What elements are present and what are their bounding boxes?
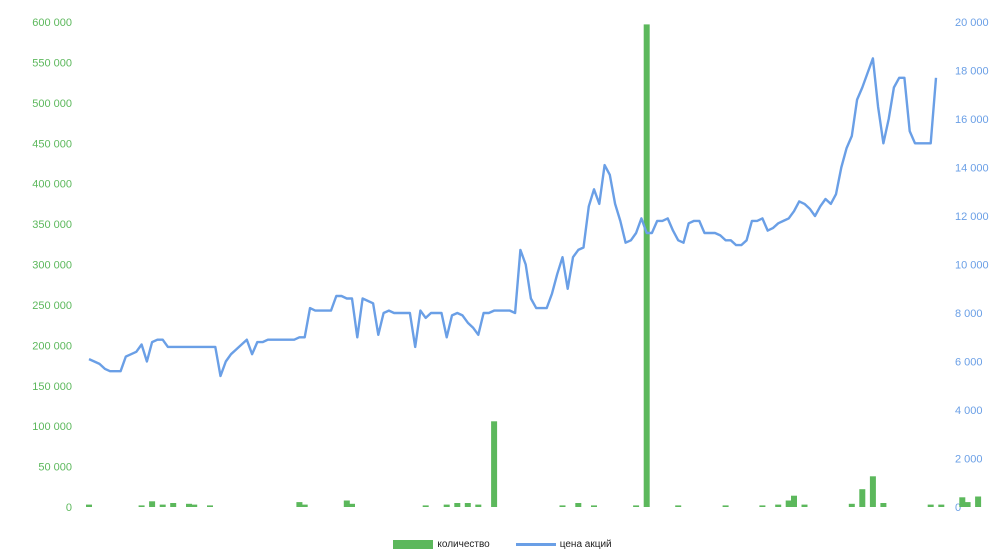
- quantity-bar: [722, 505, 729, 507]
- quantity-bar: [848, 503, 855, 507]
- right-tick-label: 6 000: [955, 357, 983, 369]
- chart-canvas: 0 50 000 100 000 150 000 200 000 250 000 300 0…: [32, 17, 989, 514]
- left-tick-label: 300 000: [32, 260, 72, 272]
- quantity-bar: [559, 505, 566, 507]
- quantity-bar: [791, 495, 797, 507]
- left-tick-label: 50 000: [38, 462, 72, 474]
- quantity-bar: [975, 496, 982, 507]
- quantity-bar: [633, 505, 640, 507]
- quantity-bar: [170, 503, 177, 507]
- quantity-bar: [959, 497, 966, 507]
- right-tick-label: 0: [955, 502, 961, 514]
- quantity-bar: [343, 500, 350, 507]
- legend-label-quantity: количество: [437, 538, 490, 550]
- right-tick-label: 18 000: [955, 66, 989, 78]
- quantity-bar: [149, 501, 156, 507]
- right-tick-label: 12 000: [955, 211, 989, 223]
- legend-swatch-quantity: [393, 539, 434, 549]
- quantity-bar: [801, 504, 808, 507]
- left-axis-ticks: 0 50 000 100 000 150 000 200 000 250 000 300 0…: [32, 17, 72, 514]
- left-tick-label: 100 000: [32, 421, 72, 433]
- quantity-bar: [349, 503, 355, 507]
- quantity-bar: [859, 489, 866, 507]
- left-tick-label: 400 000: [32, 179, 72, 191]
- right-tick-label: 4 000: [955, 405, 983, 417]
- quantity-bar: [938, 504, 945, 507]
- quantity-bar: [759, 505, 766, 507]
- quantity-bar: [191, 504, 198, 507]
- left-tick-label: 350 000: [32, 219, 72, 231]
- quantity-bar: [86, 504, 92, 507]
- left-tick-label: 600 000: [32, 17, 72, 29]
- left-tick-label: 250 000: [32, 300, 72, 312]
- quantity-bar: [643, 24, 650, 508]
- right-tick-label: 8 000: [955, 308, 983, 320]
- right-tick-label: 20 000: [955, 17, 989, 29]
- quantity-bar: [464, 503, 471, 507]
- quantity-bar: [880, 503, 887, 507]
- left-tick-label: 550 000: [32, 57, 72, 69]
- left-tick-label: 500 000: [32, 98, 72, 110]
- quantity-bars: [86, 24, 982, 508]
- quantity-bar: [186, 503, 192, 507]
- quantity-bar: [675, 505, 682, 507]
- right-tick-label: 2 000: [955, 454, 983, 466]
- quantity-bar: [159, 504, 166, 507]
- quantity-bar: [575, 503, 582, 507]
- right-tick-label: 14 000: [955, 163, 989, 175]
- legend-item-price: цена акций: [515, 538, 612, 550]
- quantity-bar: [785, 500, 792, 507]
- legend-swatch-price: [515, 542, 556, 546]
- quantity-bar: [443, 504, 450, 507]
- legend-item-quantity: количество: [393, 538, 490, 550]
- left-tick-label: 150 000: [32, 381, 72, 393]
- quantity-bar: [422, 505, 429, 507]
- left-tick-label: 450 000: [32, 138, 72, 150]
- right-tick-label: 10 000: [955, 260, 989, 272]
- quantity-bar: [454, 503, 461, 507]
- quantity-bar: [301, 504, 308, 507]
- chart-legend: количество цена акций: [0, 535, 1005, 553]
- quantity-bar: [207, 505, 213, 507]
- price-line: [88, 57, 938, 378]
- quantity-bar: [591, 505, 597, 507]
- quantity-bar: [296, 502, 303, 507]
- right-axis-ticks: 0 2 000 4 000 6 000 8 000 10 000 12 000 14 000 1…: [955, 17, 989, 514]
- left-tick-label: 0: [66, 502, 72, 514]
- quantity-bar: [475, 504, 482, 507]
- quantity-bar: [964, 502, 971, 507]
- quantity-bar: [869, 476, 876, 507]
- quantity-bar: [491, 421, 498, 507]
- legend-label-price: цена акций: [559, 538, 612, 550]
- right-tick-label: 16 000: [955, 114, 989, 126]
- left-tick-label: 200 000: [32, 340, 72, 352]
- quantity-bar: [927, 504, 934, 507]
- quantity-bar: [775, 504, 782, 507]
- quantity-bar: [138, 505, 145, 507]
